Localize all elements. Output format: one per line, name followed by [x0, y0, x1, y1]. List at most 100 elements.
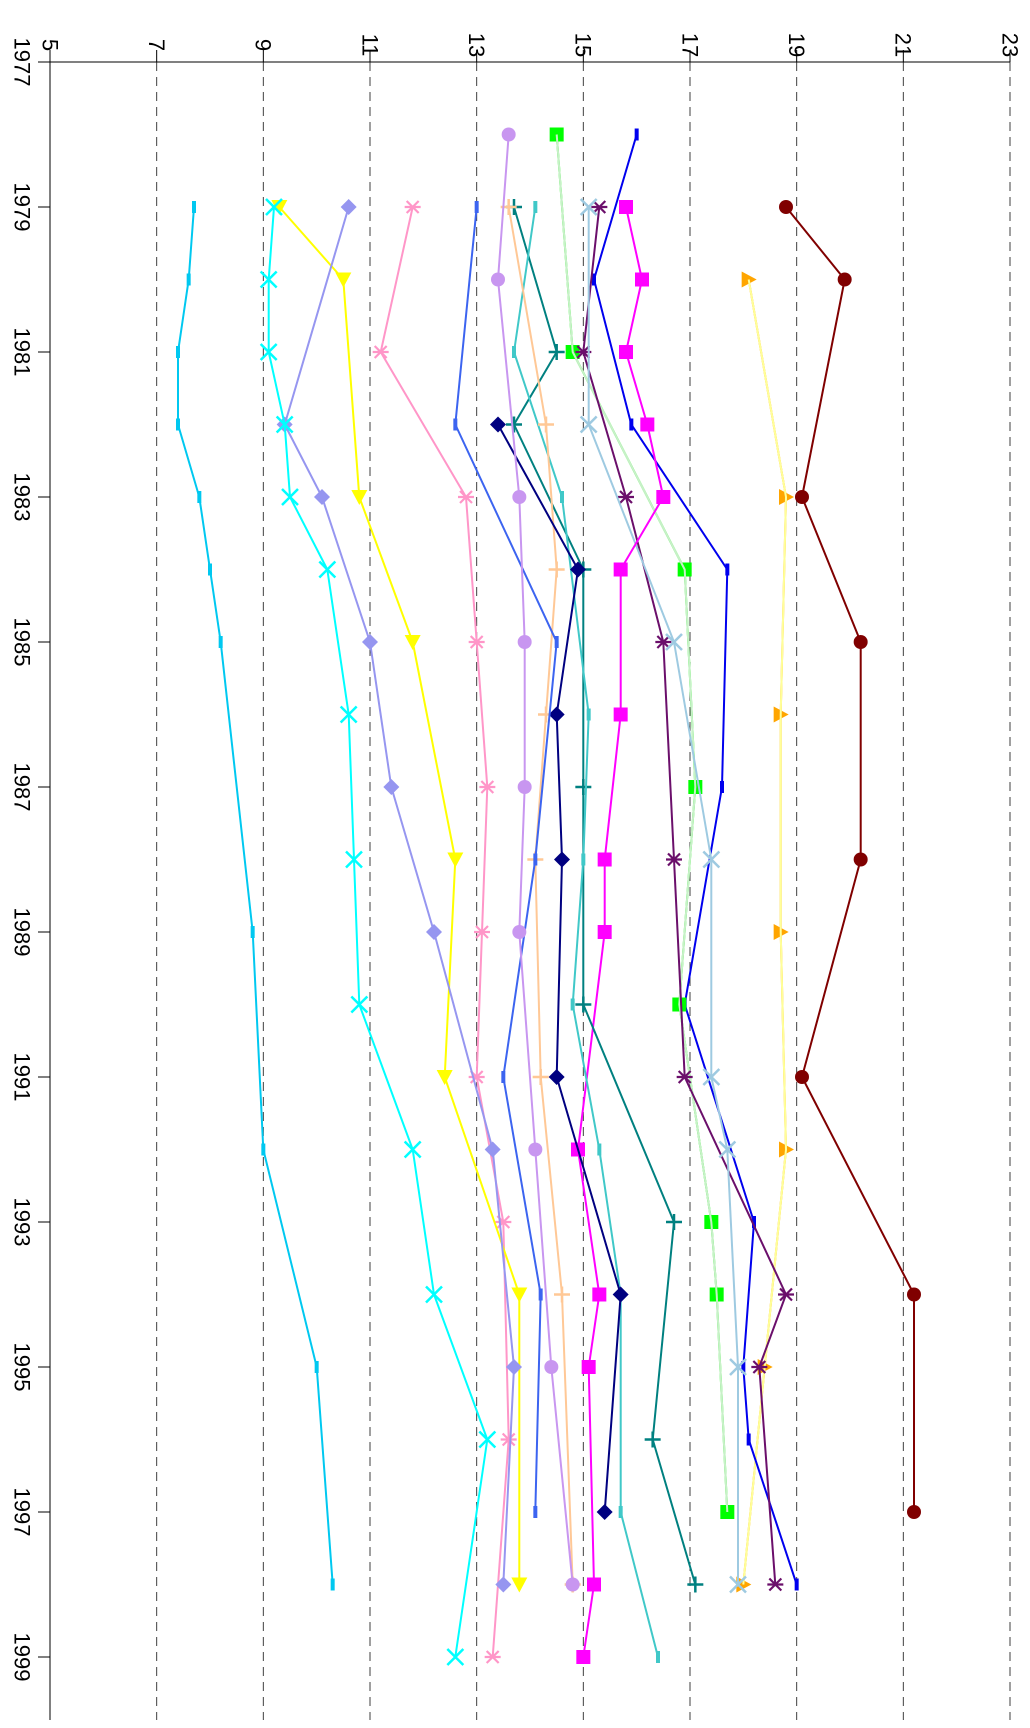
value-tick-label: 5 [37, 39, 62, 51]
series-6 [555, 134, 729, 1513]
data-point [613, 707, 628, 722]
data-point [656, 490, 671, 504]
data-point [192, 201, 196, 213]
data-point [853, 852, 868, 867]
data-point [613, 562, 628, 577]
data-point [702, 850, 721, 869]
series-line [593, 134, 798, 1585]
data-point [853, 635, 868, 649]
data-point [565, 1577, 580, 1592]
data-point [533, 201, 538, 213]
data-point [579, 415, 598, 434]
data-point [512, 346, 516, 358]
series-15 [491, 127, 580, 1592]
year-tick-label: 1985 [9, 618, 34, 667]
data-point [250, 926, 255, 938]
data-point [314, 489, 330, 505]
data-point [618, 490, 634, 504]
data-point [176, 418, 180, 431]
value-tick-label: 15 [571, 33, 596, 57]
data-point [453, 418, 458, 431]
data-point [591, 200, 608, 214]
data-point [655, 635, 672, 649]
value-tick-label: 19 [784, 33, 809, 57]
data-point [281, 488, 299, 506]
data-point [265, 198, 283, 216]
data-point [511, 1287, 528, 1303]
data-point [538, 1288, 543, 1301]
data-point [271, 200, 288, 215]
data-point [197, 491, 202, 503]
data-point [478, 1430, 497, 1449]
data-point [501, 127, 516, 142]
data-point [259, 270, 278, 289]
data-point [779, 200, 793, 214]
data-point [548, 344, 565, 360]
data-point [634, 128, 639, 141]
data-point [501, 1071, 506, 1083]
data-point [500, 1432, 517, 1447]
series-line [177, 206, 334, 1585]
data-point [403, 1140, 422, 1159]
series-line [555, 134, 729, 1513]
data-point [528, 1142, 543, 1157]
data-point [596, 1504, 613, 1520]
series-line [278, 206, 521, 1585]
data-point [404, 635, 421, 650]
data-point [666, 1214, 682, 1230]
year-tick-label: 1987 [9, 763, 34, 812]
data-point [554, 636, 559, 648]
data-point [548, 1069, 565, 1085]
data-point [517, 635, 532, 649]
data-point [751, 1360, 768, 1374]
data-point [575, 996, 592, 1013]
data-point [339, 705, 358, 724]
data-point [665, 633, 683, 651]
data-point [640, 417, 655, 432]
series-layer [176, 127, 921, 1666]
data-point [907, 1505, 921, 1519]
data-point [490, 416, 506, 433]
data-point [581, 853, 586, 866]
data-point [579, 198, 598, 216]
data-point [612, 1286, 629, 1303]
data-point [176, 346, 180, 358]
data-point [484, 1650, 501, 1664]
series-14 [453, 201, 559, 1518]
series-line [555, 134, 729, 1513]
data-point [330, 1578, 335, 1591]
data-point [458, 490, 474, 504]
data-point [570, 998, 575, 1011]
data-point [425, 1285, 443, 1304]
data-point [752, 1216, 756, 1228]
data-point [718, 1140, 737, 1159]
series-7 [575, 200, 794, 1592]
series-20 [176, 201, 335, 1591]
data-point [404, 200, 421, 214]
year-tick-label: 1991 [9, 1053, 34, 1102]
data-point [372, 345, 389, 359]
data-point [218, 636, 223, 648]
data-point [383, 779, 400, 795]
data-point [506, 416, 522, 433]
data-point [702, 1068, 721, 1086]
value-tick-label: 13 [464, 33, 489, 57]
series-line [513, 206, 659, 1658]
data-point [318, 560, 337, 579]
series-line [497, 424, 622, 1513]
data-point [506, 1359, 522, 1375]
data-point [350, 995, 369, 1014]
data-point [720, 1505, 735, 1519]
value-tick-label: 21 [891, 33, 916, 57]
series-line [283, 206, 515, 1585]
data-point [335, 272, 352, 288]
data-point [446, 1648, 465, 1666]
data-point [548, 561, 565, 578]
data-point [533, 1506, 538, 1518]
data-point [479, 780, 496, 794]
data-point [592, 1287, 607, 1302]
data-point [554, 1286, 570, 1303]
data-point [635, 272, 649, 287]
series-line [785, 206, 915, 1512]
data-point [907, 1287, 921, 1302]
